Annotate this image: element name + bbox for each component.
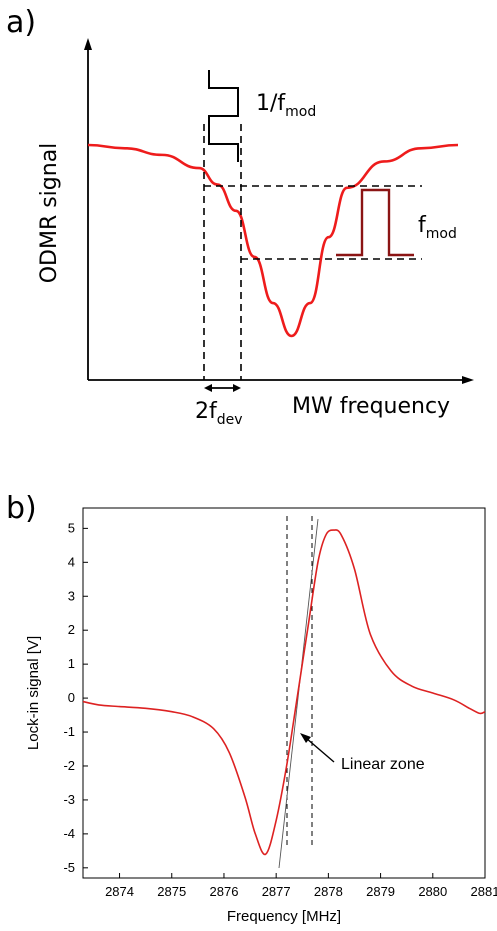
fmod-label: fmod [418,213,457,242]
x-tick-label: 2877 [262,884,291,899]
y-tick-label: 2 [68,622,75,637]
x-tick-label: 2876 [210,884,239,899]
x-tick-label: 2881 [471,884,497,899]
y-tick-label: -1 [63,724,75,739]
panel-b-label: b) [6,491,37,526]
y-tick-label: -2 [63,758,75,773]
linear-zone-annotation: Linear zone [341,756,425,773]
x-axis-arrow-icon [462,376,474,384]
plot-frame [82,507,486,879]
y-tick-label: 0 [68,690,75,705]
x-tick-label: 2879 [366,884,395,899]
y-tick-label: -4 [63,826,75,841]
deviation-arrow-right-icon [233,384,241,392]
period-label: 1/fmod [256,91,316,120]
odmr-dip-curve [87,143,459,338]
x-tick-label: 2875 [157,884,186,899]
panel-b: b) 2874 2875 2876 2877 2878 2879 2880 2881 -5 -4 -… [6,491,497,925]
deviation-arrow-left-icon [204,384,212,392]
annotation-arrow-head-icon [300,733,311,743]
y-axis-title: ODMR signal [37,143,62,284]
y-tick-label: -3 [63,792,75,807]
tick-group: 2874 2875 2876 2877 2878 2879 2880 2881 -5 -4 -3 -2… [63,520,497,899]
annotation-arrow-line [305,737,335,763]
y-axis-title-b: Lock-in signal [V] [25,636,42,750]
y-axis-arrow-icon [84,38,92,50]
frequency-modulation-square-wave [208,70,239,162]
y-tick-label: 3 [68,588,75,603]
y-tick-label: 5 [68,520,75,535]
output-modulation-square-wave [336,188,414,257]
x-tick-label: 2878 [314,884,343,899]
x-axis-title: MW frequency [292,394,450,419]
y-tick-label: 4 [68,554,75,569]
x-axis-title-b: Frequency [MHz] [227,908,341,925]
x-tick-label: 2880 [418,884,447,899]
lock-in-signal-curve [82,529,486,856]
panel-a-label: a) [6,5,36,40]
y-tick-label: -5 [63,860,75,875]
panel-a: a) ODMR signal MW frequency 1/fmod fmod … [6,5,474,428]
y-tick-label: 1 [68,656,75,671]
x-tick-label: 2874 [105,884,134,899]
deviation-label: 2fdev [195,399,243,428]
